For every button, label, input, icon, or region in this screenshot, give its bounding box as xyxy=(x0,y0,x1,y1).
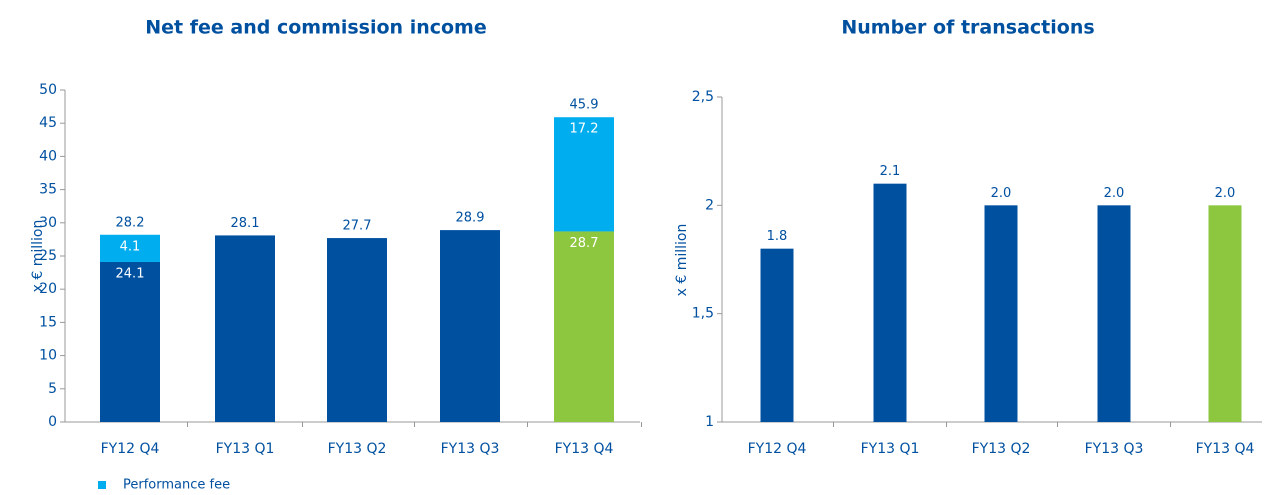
x-tick-label: FY13 Q1 xyxy=(216,441,275,457)
bar xyxy=(760,248,794,422)
bar xyxy=(554,117,614,232)
value-label: 2.1 xyxy=(880,164,901,179)
y-tick-label: 5 xyxy=(48,381,57,397)
y-tick-label: 15 xyxy=(39,314,57,330)
bar xyxy=(327,238,387,422)
bar xyxy=(100,261,160,422)
y-axis-label: x € million xyxy=(30,220,46,293)
y-tick-label: 40 xyxy=(39,148,57,164)
y-tick-label: 10 xyxy=(39,348,57,364)
y-tick-label: 2 xyxy=(705,197,714,213)
bar xyxy=(873,183,907,422)
bar xyxy=(440,230,500,422)
y-tick-label: 20 xyxy=(39,281,57,297)
chart-title: Number of transactions xyxy=(841,17,1094,39)
value-label: 27.7 xyxy=(343,219,372,234)
total-label: 45.9 xyxy=(570,98,599,113)
value-label: 2.0 xyxy=(991,186,1012,201)
bar xyxy=(1208,205,1242,422)
y-tick-label: 30 xyxy=(39,215,57,231)
y-axis-label: x € million xyxy=(674,224,690,297)
value-label: 17.2 xyxy=(570,122,599,137)
x-tick-label: FY13 Q4 xyxy=(555,441,614,457)
value-label: 2.0 xyxy=(1104,186,1125,201)
bar xyxy=(215,235,275,422)
value-label: 28.1 xyxy=(231,216,260,231)
bar xyxy=(1097,205,1131,422)
x-tick-label: FY13 Q3 xyxy=(1085,441,1144,457)
legend-swatch xyxy=(98,481,106,489)
bar xyxy=(100,234,160,262)
x-tick-label: FY13 Q2 xyxy=(972,441,1031,457)
y-tick-label: 1,5 xyxy=(692,306,714,322)
x-tick-label: FY13 Q2 xyxy=(328,441,387,457)
value-label: 28.9 xyxy=(456,211,485,226)
chart-title: Net fee and commission income xyxy=(145,17,487,39)
x-tick-label: FY13 Q4 xyxy=(1196,441,1255,457)
x-tick-label: FY12 Q4 xyxy=(101,441,160,457)
y-tick-label: 1 xyxy=(705,414,714,430)
x-tick-label: FY13 Q3 xyxy=(441,441,500,457)
bar xyxy=(984,205,1018,422)
total-label: 28.2 xyxy=(116,215,145,230)
legend-label: Performance fee xyxy=(123,478,230,493)
x-tick-label: FY13 Q1 xyxy=(861,441,920,457)
value-label: 28.7 xyxy=(570,236,599,251)
bar xyxy=(554,231,614,422)
y-tick-label: 45 xyxy=(39,115,57,131)
value-label: 24.1 xyxy=(116,266,145,281)
value-label: 4.1 xyxy=(120,239,141,254)
value-label: 2.0 xyxy=(1215,186,1236,201)
y-tick-label: 35 xyxy=(39,182,57,198)
y-tick-label: 50 xyxy=(39,82,57,98)
value-label: 1.8 xyxy=(767,229,788,244)
y-tick-label: 2,5 xyxy=(692,89,714,105)
y-tick-label: 25 xyxy=(39,248,57,264)
x-tick-label: FY12 Q4 xyxy=(748,441,807,457)
y-tick-label: 0 xyxy=(48,414,57,430)
